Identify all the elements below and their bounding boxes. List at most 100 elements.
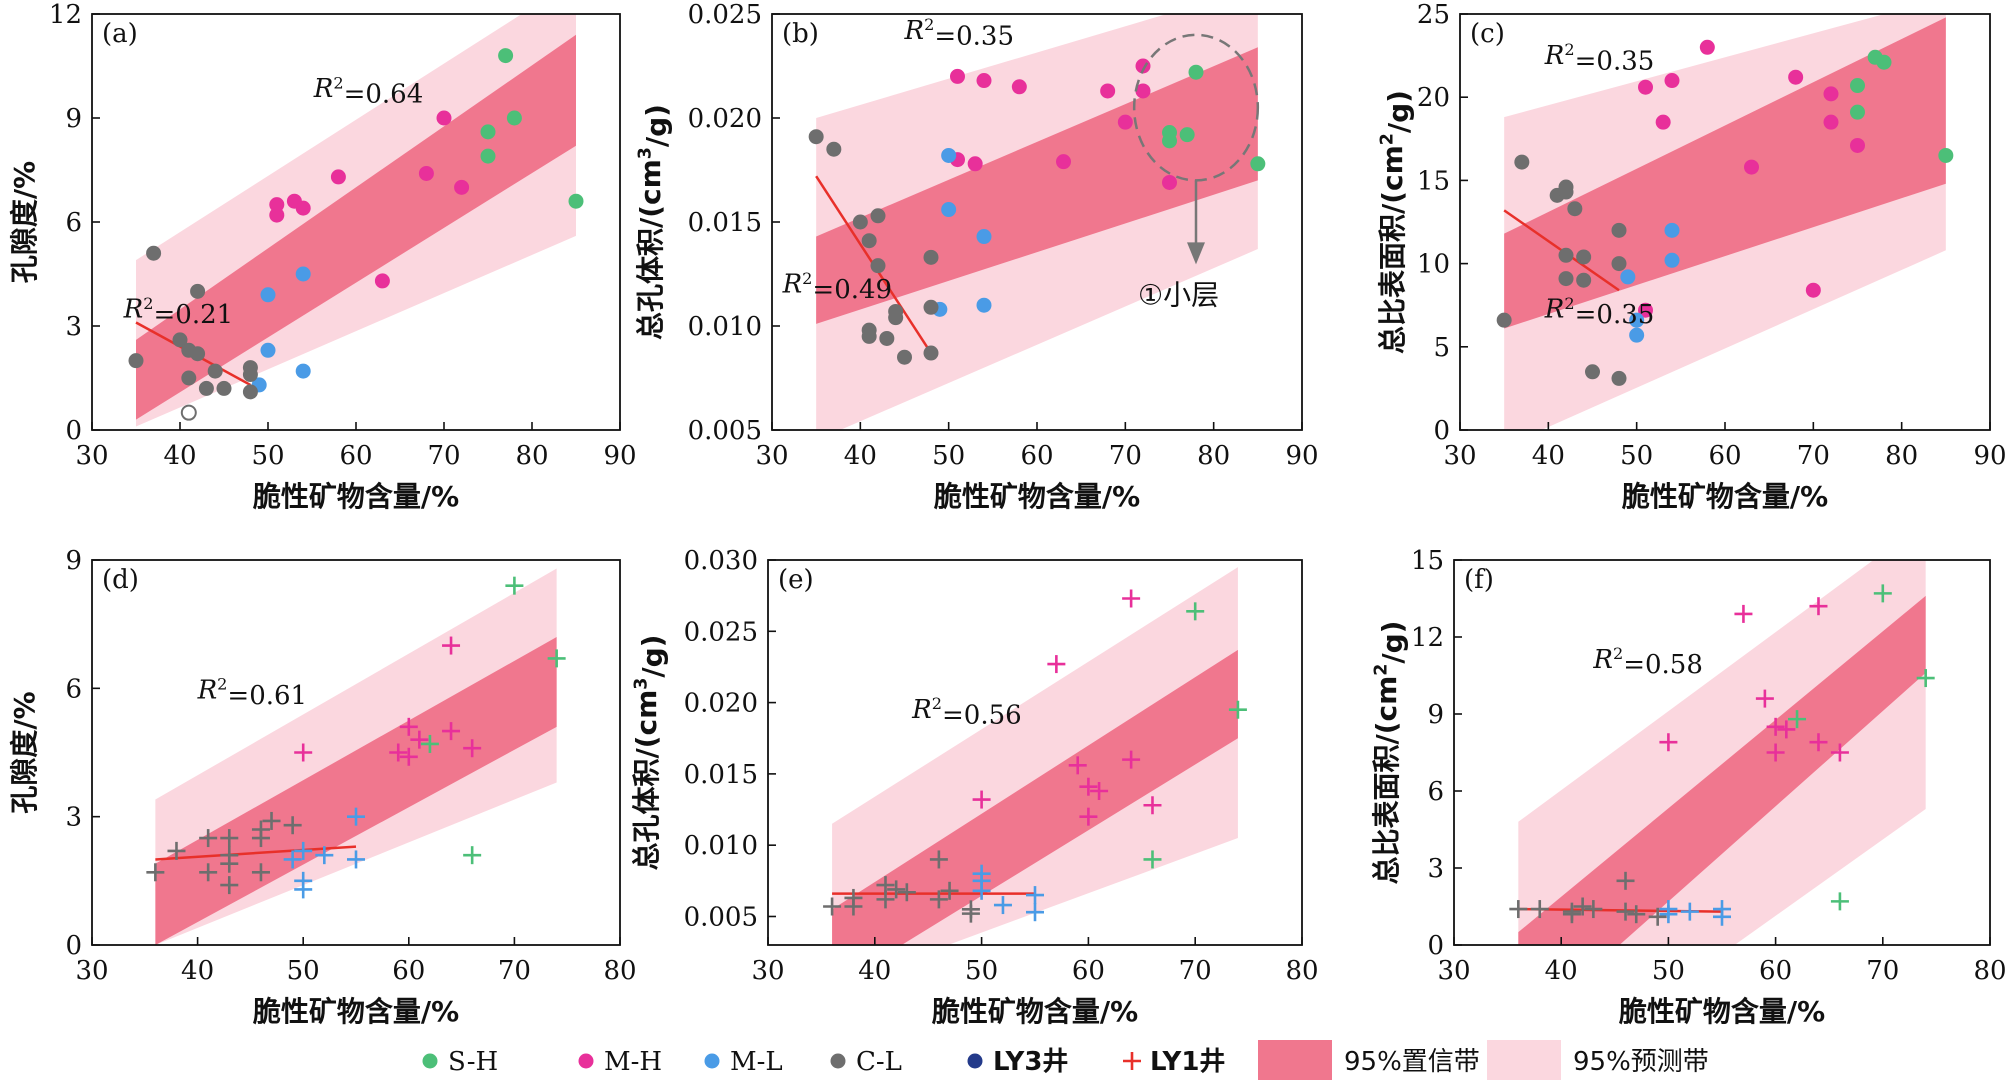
point-M-H [1162, 174, 1177, 190]
point-M-H [1734, 604, 1753, 623]
x-tick-label: 80 [1197, 441, 1230, 471]
x-tick-label: 70 [1179, 956, 1212, 986]
point-S-H [1850, 78, 1865, 94]
point-C-L [1576, 249, 1592, 265]
y-tick-label: 0.015 [684, 760, 758, 790]
x-tick-label: 30 [1443, 441, 1476, 471]
point-C-L [861, 328, 877, 344]
point-M-L [1659, 905, 1678, 924]
cl-fit-r2-label: R2=0.49 [782, 269, 893, 305]
point-M-H [389, 743, 408, 762]
point-M-H [330, 169, 346, 185]
point-C-L [262, 811, 281, 830]
legend-label: LY3井 [993, 1047, 1068, 1077]
x-tick-label: 40 [1545, 956, 1578, 986]
panel-label: (e) [778, 565, 814, 595]
x-tick-label: 30 [755, 441, 788, 471]
point-M-L [1680, 902, 1699, 921]
legend-marker [578, 1053, 594, 1069]
point-C-L [181, 370, 197, 386]
point-C-L [220, 876, 239, 895]
legend-swatch [1258, 1040, 1332, 1080]
plot-frame [91, 559, 621, 946]
y-tick-label: 15 [1417, 166, 1450, 196]
point-M-L [347, 850, 365, 869]
x-tick-label: 60 [1708, 441, 1741, 471]
cl-fit-r2-label: R2=0.21 [123, 294, 234, 330]
legend-item: 95%预测带 [1487, 1040, 1709, 1080]
point-M-H [1056, 154, 1071, 170]
panel-label: (b) [782, 19, 819, 49]
point-M-L [976, 297, 992, 313]
y-tick-label: 0.005 [688, 416, 762, 446]
point-M-H [1011, 79, 1027, 95]
point-C-L [1530, 900, 1549, 919]
y-tick-label: 12 [1411, 623, 1444, 653]
legend-label: M-L [730, 1047, 783, 1077]
point-M-H [295, 200, 311, 216]
point-C-L [879, 330, 895, 346]
point-M-L [1620, 269, 1636, 285]
point-C-L [808, 129, 824, 145]
point-M-L [294, 841, 313, 860]
point-M-H [950, 68, 965, 84]
confidence-band [155, 637, 557, 945]
x-tick-label: 90 [603, 441, 636, 471]
x-tick-label: 80 [515, 441, 548, 471]
fit-r2-label: R2=0.35 [904, 15, 1015, 51]
plot-area [1509, 560, 1935, 945]
point-M-H [1664, 73, 1680, 89]
point-C-L [220, 854, 239, 873]
point-S-H [1228, 700, 1247, 719]
point-S-H [1938, 147, 1954, 163]
point-C-L [897, 883, 916, 902]
point-C-L [887, 880, 906, 899]
point-M-H [1755, 689, 1774, 708]
y-tick-label: 0.020 [688, 104, 762, 134]
point-M-H [442, 722, 461, 741]
point-M-H [1809, 597, 1828, 616]
point-S-H [480, 124, 496, 140]
point-C-L [190, 346, 206, 362]
x-tick-label: 90 [1973, 441, 2006, 471]
point-S-H [505, 576, 524, 595]
plot-frame [1453, 559, 1991, 946]
point-C-L [1648, 907, 1667, 926]
legend-marker [704, 1053, 720, 1069]
point-M-H [454, 179, 470, 195]
point-M-H [1850, 137, 1865, 153]
x-tick-label: 60 [339, 441, 372, 471]
point-S-H [506, 110, 522, 126]
panel-label: (c) [1470, 19, 1505, 49]
point-C-L [251, 863, 270, 882]
point-C-L [146, 245, 162, 261]
x-tick-label: 50 [1620, 441, 1653, 471]
point-C-L [251, 829, 270, 848]
fit-r2-label: R2=0.56 [911, 694, 1022, 730]
fit-r2-label: R2=0.61 [197, 675, 308, 711]
point-M-H [1068, 756, 1087, 775]
panel-label: (a) [102, 19, 138, 49]
point-C-L [1514, 154, 1530, 170]
point-C-L [1611, 256, 1627, 272]
point-C-L [199, 863, 218, 882]
point-S-H [1850, 104, 1865, 120]
x-tick-label: 60 [1020, 441, 1053, 471]
panel-f: 30 40 50 60 70 80 0 3 6 9 12 15 (f) R2=0.58 脆性矿物含量/% 总比… [1370, 546, 2007, 1028]
point-M-H [1823, 114, 1839, 130]
point-M-H [1766, 743, 1785, 762]
y-tick-label: 3 [65, 803, 82, 833]
confidence-band [1518, 595, 1926, 945]
y-tick-label: 0.015 [688, 208, 762, 238]
point-M-H [1079, 777, 1098, 796]
point-C-L [1562, 905, 1581, 924]
point-M-L [1026, 886, 1044, 905]
point-M-H [269, 207, 285, 223]
x-tick-label: 70 [427, 441, 460, 471]
y-axis-label: 总比表面积/(cm2/g) [1376, 90, 1415, 354]
point-C-L [207, 363, 223, 379]
point-M-H [1143, 796, 1162, 815]
legend-label: M-H [604, 1047, 662, 1077]
legend-item: 95%置信带 [1258, 1040, 1480, 1080]
x-tick-label: 60 [1072, 956, 1105, 986]
